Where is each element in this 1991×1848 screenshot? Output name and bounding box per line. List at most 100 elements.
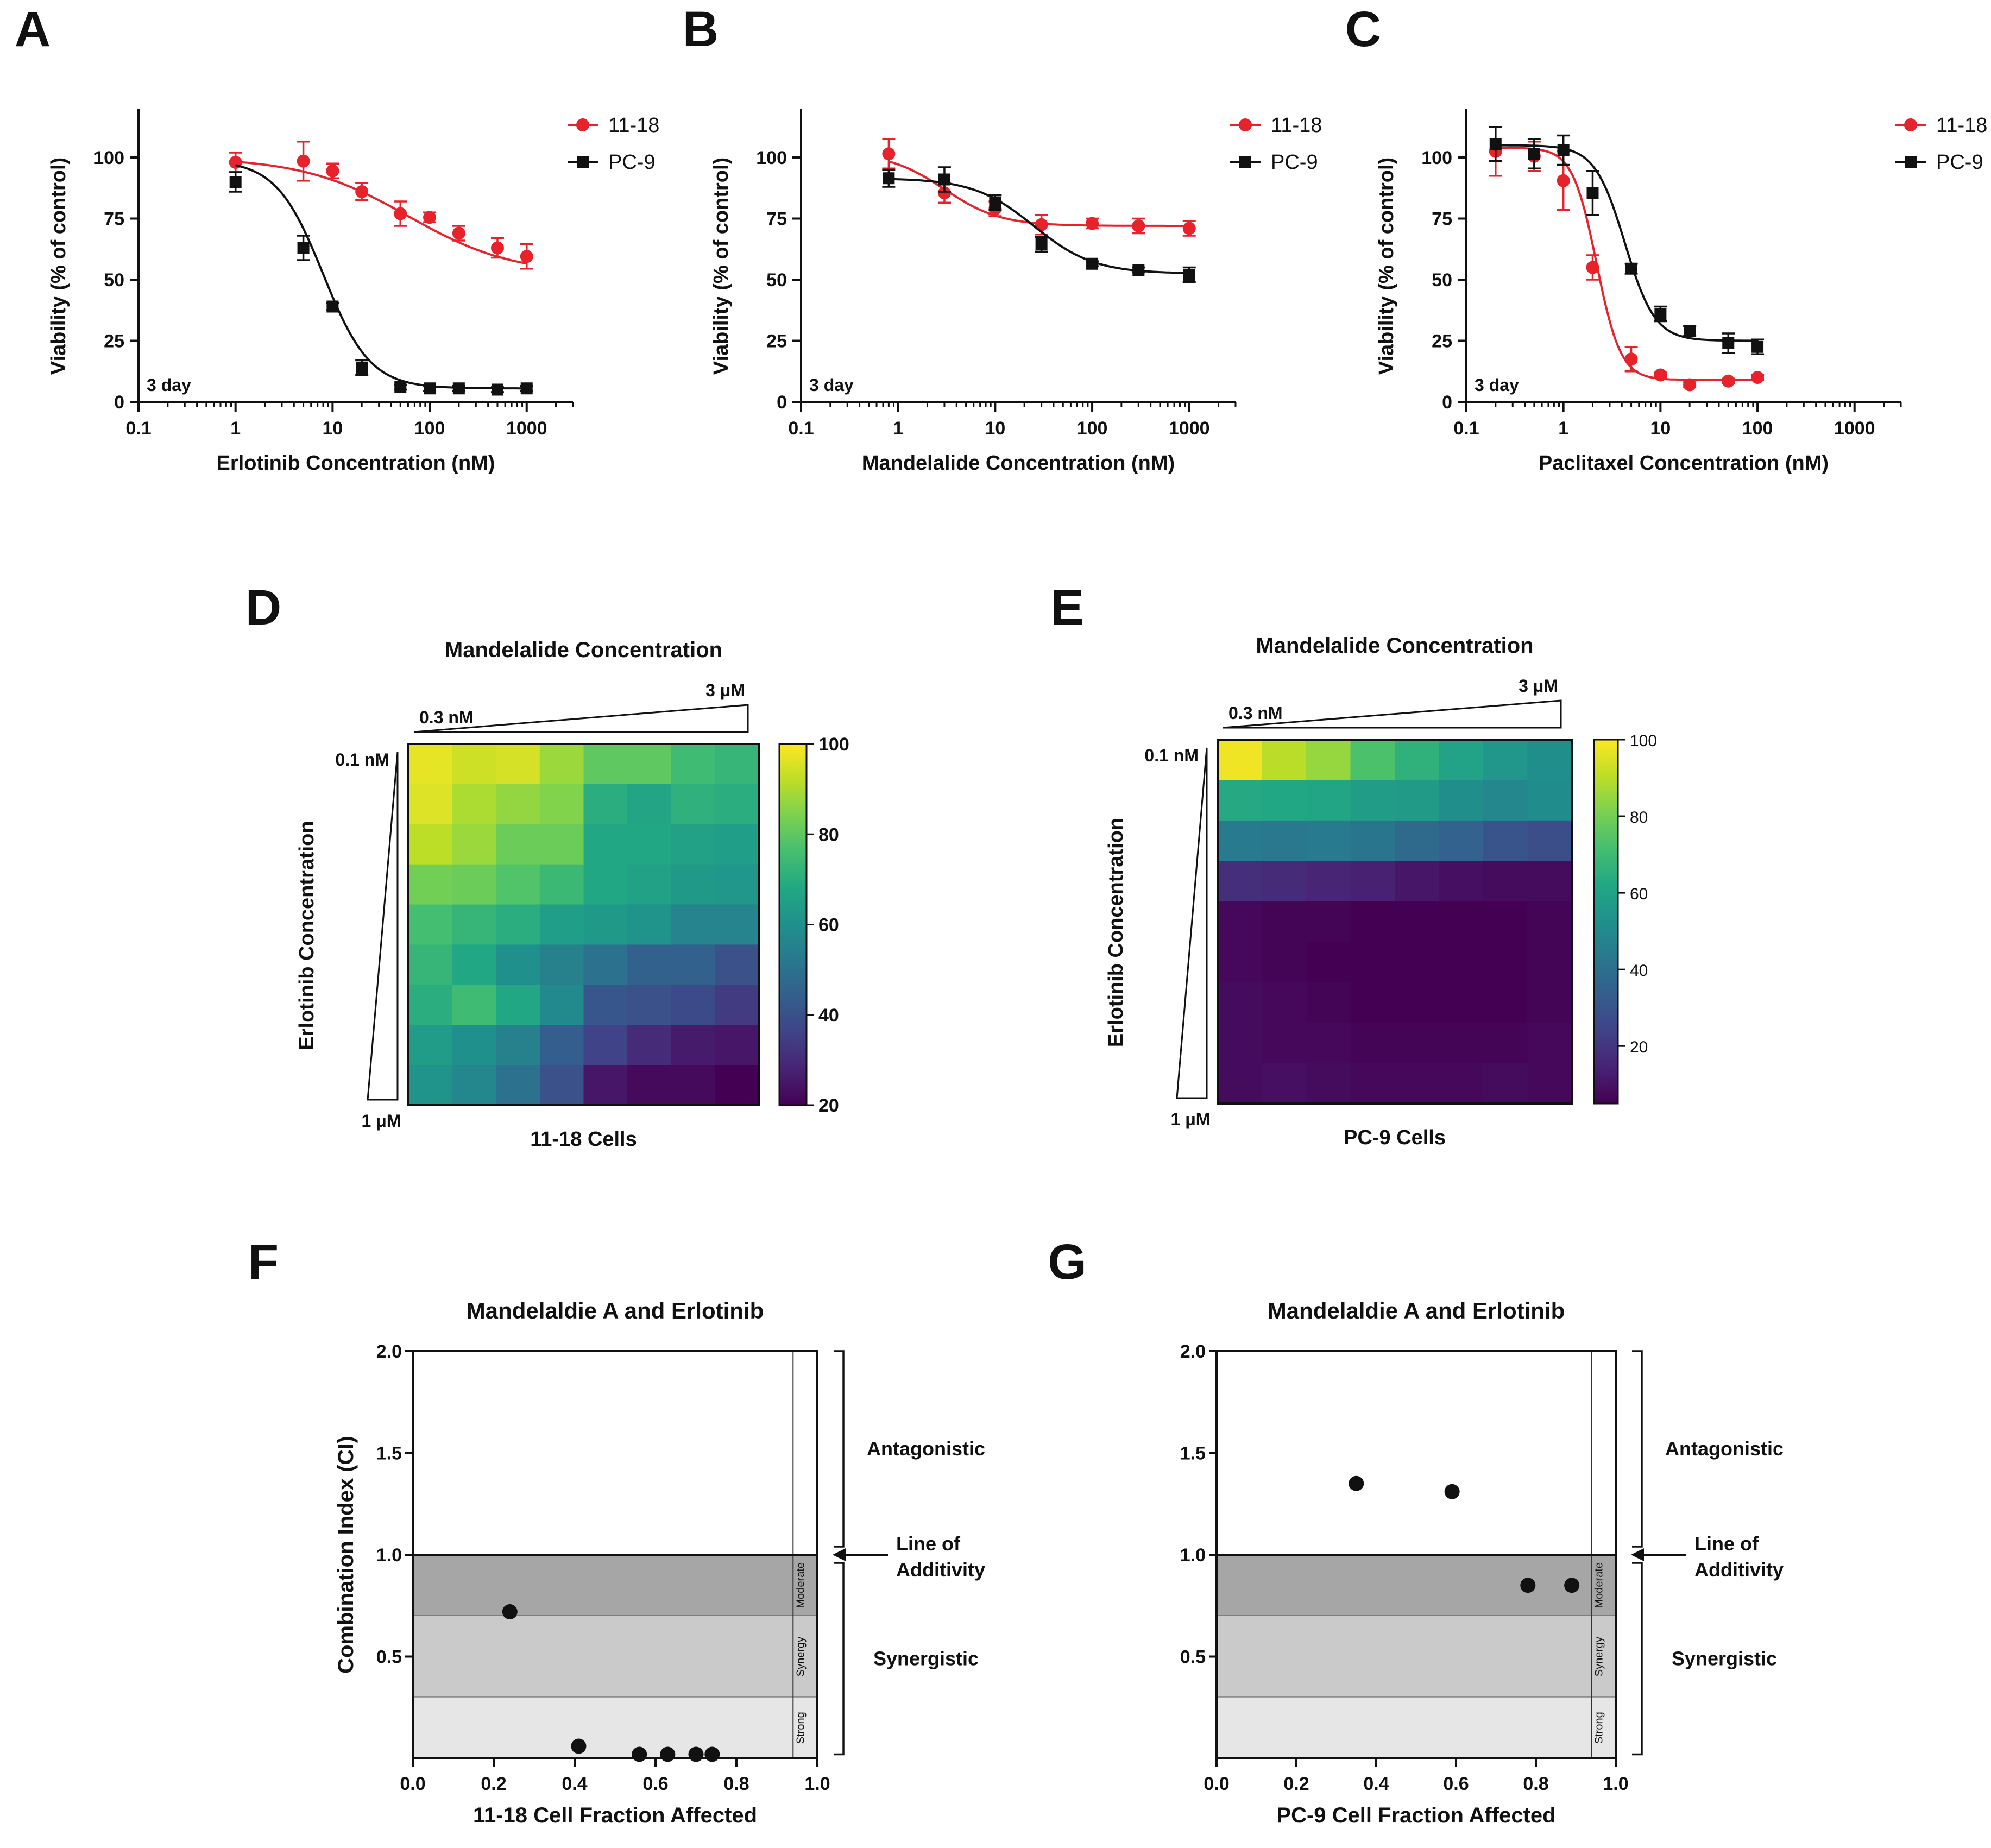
y-tick-label: 1.5 [376,1443,402,1464]
heatmap-cell [1527,982,1572,1023]
data-point-pc-9 [520,382,533,395]
heatmap-cell [1218,861,1263,902]
data-point-pc-9 [1586,187,1599,199]
heatmap-cell [408,1065,453,1106]
ci-data-point [1349,1475,1364,1491]
heatmap-cell [1439,1063,1484,1104]
duration-annotation: 3 day [1475,375,1519,395]
y-tick-label: 0.5 [1180,1647,1206,1668]
heatmap-cell [1483,1023,1528,1064]
data-point-pc-9 [1625,262,1637,275]
data-point-pc-9 [356,362,368,374]
y-tick-label: 75 [104,209,124,230]
antagonistic-label: Antagonistic [867,1437,985,1460]
zone-label-strong: Strong [795,1712,807,1744]
heatmap-cell [408,864,453,905]
data-point-pc-9 [229,176,242,188]
data-point-11-18 [520,250,533,263]
colorbar-tick-label: 80 [1630,809,1648,827]
heatmap-cell [715,784,759,825]
heatmap-cell [1350,780,1395,821]
heatmap-cell [539,784,584,825]
heatmap-cell [1306,1023,1351,1064]
zone-synergy [1217,1616,1616,1698]
heatmap-cell [1439,1023,1484,1064]
y-axis-label: Combination Index (CI) [334,1436,358,1674]
heatmap-cell [1439,901,1484,942]
ci-data-point [571,1738,587,1754]
ci-data-point [1444,1484,1460,1499]
heatmap-cell [1395,942,1440,983]
data-point-11-18 [1683,378,1697,392]
heatmap-cell [1306,982,1351,1023]
heatmap-cell [627,824,672,865]
ci-data-point [502,1604,518,1619]
heatmap-cell [1439,740,1484,781]
heatmap-cell [452,864,496,905]
y-axis-label: Viability (% of control) [1375,157,1398,375]
heatmap-cell [539,824,584,865]
data-point-11-18 [1182,222,1196,235]
x-tick-label: 1 [893,418,903,439]
data-point-11-18 [355,185,369,198]
heatmap-cell [1395,820,1440,861]
zone-label-moderate: Moderate [795,1562,807,1609]
heatmap-cell [627,904,672,945]
heatmap-cell [1306,1063,1351,1104]
data-point-pc-9 [883,172,895,185]
zone-label-synergy: Synergy [795,1637,807,1676]
heatmap-cell [627,864,672,905]
data-point-pc-9 [297,242,310,254]
y-tick-label: 0 [777,392,787,413]
heatmap-cell [1218,740,1263,781]
data-point-pc-9 [394,381,407,393]
heatmap-cell [1395,1023,1440,1064]
x-tick-label: 0.0 [400,1774,425,1794]
heatmap-cell [452,824,496,865]
data-point-pc-9 [1654,308,1667,320]
heatmap-cell [1527,1063,1572,1104]
heatmap-cell [408,784,453,825]
heatmap-cell [496,944,540,985]
x-tick-label: 0.4 [562,1774,587,1794]
x-axis-label: PC-9 Cell Fraction Affected [1276,1803,1555,1827]
x-concentration-wedge [413,704,749,733]
heatmap-cell [1306,820,1351,861]
heatmap-cell [539,904,584,945]
x-range-low-label: 0.3 nM [419,708,474,727]
y-tick-label: 100 [1421,148,1452,168]
heatmap-cell [496,904,540,945]
x-axis-label: Erlotinib Concentration (nM) [217,452,495,475]
x-tick-label: 100 [414,418,445,439]
ci-data-point [1520,1578,1536,1593]
x-axis-label: 11-18 Cells [530,1128,637,1151]
x-tick-label: 1000 [506,418,547,439]
x-concentration-wedge [1223,699,1562,729]
heatmap-cell [671,784,715,825]
heatmap-cell [539,864,584,905]
heatmap-cell [1350,1063,1395,1104]
panel-letter-a: A [15,2,51,57]
heatmap-cell [1483,901,1528,942]
heatmap-cell [496,864,540,905]
heatmap-cell [627,1065,672,1106]
heatmap-cell [1483,780,1528,821]
legend-label-pc-9: PC-9 [1936,151,1983,174]
ci-data-point [632,1746,647,1762]
heatmap-cell [583,824,628,865]
panel-f-combination-index-chart: Moderate Synergy Strong 0.5 1.0 1.5 2.0 0.0 0.2 0… [334,1298,985,1827]
heatmap-cell [496,824,540,865]
zone-strong [1217,1697,1616,1758]
zone-moderate [413,1555,817,1616]
fit-curve-pc-9 [1495,144,1758,342]
heatmap-cell [1306,861,1351,902]
legend-marker [1239,156,1251,168]
heatmap-cell [1262,820,1307,861]
data-point-pc-9 [938,173,950,186]
heatmap-cell [1350,1023,1395,1064]
colorbar-tick-label: 20 [818,1095,839,1116]
heatmap-cell [583,985,628,1025]
heatmap-cell [1527,820,1572,861]
heatmap-cell [539,1065,584,1106]
panel-letter-d: D [245,580,281,635]
